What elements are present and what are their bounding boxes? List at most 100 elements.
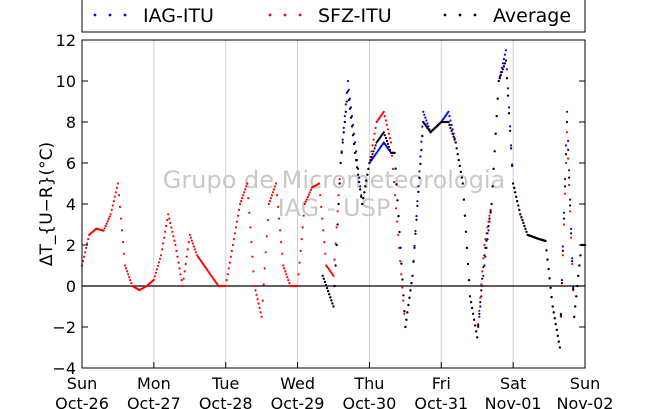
x-tick-label-day: Thu: [353, 374, 384, 393]
data-point: [486, 232, 489, 235]
data-point: [419, 155, 422, 158]
data-point: [561, 245, 565, 248]
data-point: [387, 145, 390, 148]
data-point: [282, 264, 285, 267]
data-point: [553, 317, 556, 320]
data-point: [572, 287, 575, 290]
data-point: [323, 280, 326, 283]
data-point: [256, 298, 259, 301]
data-point: [340, 151, 343, 154]
data-point: [494, 132, 497, 135]
data-point: [336, 210, 339, 213]
data-point: [565, 131, 569, 134]
data-point: [164, 230, 167, 233]
data-point: [245, 185, 248, 188]
data-point: [258, 306, 261, 310]
data-point: [473, 318, 476, 321]
data-point: [113, 195, 116, 198]
data-point: [260, 315, 263, 318]
data-point: [254, 289, 257, 292]
data-point: [191, 242, 194, 245]
data-point: [398, 230, 401, 234]
data-point: [416, 200, 419, 203]
data-point: [182, 277, 185, 280]
data-point: [385, 123, 388, 126]
data-point: [374, 126, 377, 129]
data-point: [368, 161, 371, 165]
data-point: [126, 270, 129, 273]
data-point: [257, 302, 260, 305]
data-point: [385, 139, 388, 143]
data-point: [503, 53, 506, 56]
data-point: [324, 252, 327, 255]
data-point: [423, 113, 426, 116]
data-point: [321, 217, 324, 220]
legend-label: SFZ-ITU: [318, 5, 392, 27]
data-point: [363, 191, 366, 194]
watermark-line-1: Grupo de Micrometeorologia: [163, 166, 505, 194]
data-point: [415, 215, 418, 218]
data-point: [562, 223, 566, 226]
data-point: [342, 131, 345, 134]
data-point: [327, 290, 330, 293]
data-point: [161, 248, 164, 251]
data-point: [167, 213, 170, 216]
data-point: [235, 220, 239, 223]
data-point: [275, 194, 279, 197]
data-point: [166, 219, 169, 222]
data-point: [574, 305, 577, 308]
data-point: [481, 270, 484, 273]
data-point: [577, 274, 580, 277]
data-point: [253, 284, 256, 288]
data-point: [224, 284, 227, 288]
data-point: [563, 178, 567, 181]
data-point: [478, 309, 481, 312]
data-point: [516, 200, 519, 203]
data-point: [305, 198, 308, 201]
data-point: [451, 132, 454, 135]
data-point: [521, 219, 524, 222]
data-point: [424, 116, 427, 119]
data-point: [337, 202, 340, 206]
data-point: [509, 125, 512, 128]
data-point: [174, 243, 177, 247]
data-point: [233, 232, 237, 235]
data-point: [308, 191, 311, 194]
data-point: [343, 120, 346, 124]
data-point: [411, 274, 414, 277]
data-point: [255, 293, 258, 296]
data-point: [458, 164, 461, 167]
y-tick-label: 2: [66, 236, 76, 255]
data-point: [463, 214, 466, 217]
data-point: [186, 248, 189, 251]
data-point: [504, 49, 508, 52]
data-points: [80, 49, 587, 349]
data-point: [564, 153, 568, 156]
data-point: [511, 182, 515, 185]
data-point: [169, 221, 172, 225]
data-point: [560, 279, 564, 282]
data-point: [122, 241, 125, 244]
data-point: [456, 153, 459, 156]
data-point: [408, 296, 411, 299]
data-point: [460, 176, 463, 179]
data-point: [495, 115, 498, 118]
data-point: [448, 123, 451, 126]
data-point: [266, 219, 269, 222]
data-point: [561, 254, 565, 257]
data-point: [307, 193, 310, 196]
data-point: [570, 236, 573, 239]
data-point: [409, 289, 412, 292]
data-point: [487, 229, 490, 232]
x-tick-label-day: Mon: [137, 374, 171, 393]
x-tick-label-day: Wed: [280, 374, 315, 393]
legend-marker: [458, 13, 462, 17]
data-point: [175, 249, 178, 252]
data-point: [123, 252, 126, 255]
watermark-line-2: IAG - USP: [278, 194, 391, 222]
data-point: [318, 182, 321, 185]
data-point: [362, 197, 365, 200]
data-point: [265, 235, 268, 238]
data-point: [165, 224, 168, 228]
x-tick-label-day: Sat: [500, 374, 526, 393]
